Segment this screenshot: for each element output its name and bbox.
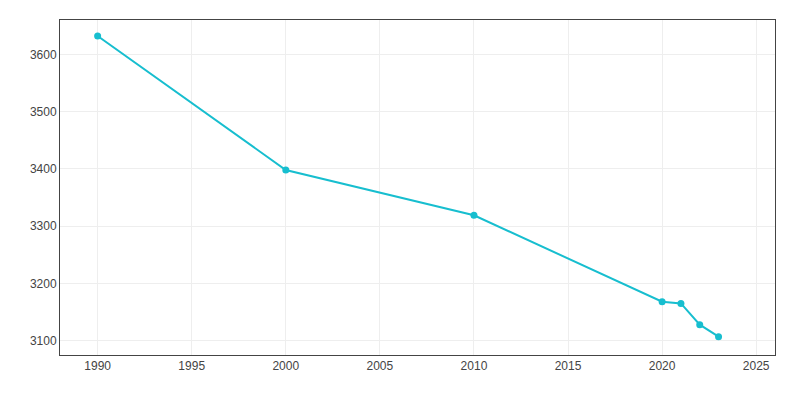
- svg-text:3300: 3300: [30, 219, 57, 233]
- svg-text:2015: 2015: [555, 359, 582, 373]
- svg-text:2025: 2025: [743, 359, 770, 373]
- svg-text:3600: 3600: [30, 48, 57, 62]
- svg-text:3500: 3500: [30, 105, 57, 119]
- svg-text:3200: 3200: [30, 277, 57, 291]
- svg-text:1995: 1995: [178, 359, 205, 373]
- svg-text:2000: 2000: [272, 359, 299, 373]
- svg-text:2020: 2020: [649, 359, 676, 373]
- svg-text:1990: 1990: [84, 359, 111, 373]
- svg-text:2005: 2005: [367, 359, 394, 373]
- svg-text:3100: 3100: [30, 334, 57, 348]
- svg-text:3400: 3400: [30, 162, 57, 176]
- svg-text:2010: 2010: [461, 359, 488, 373]
